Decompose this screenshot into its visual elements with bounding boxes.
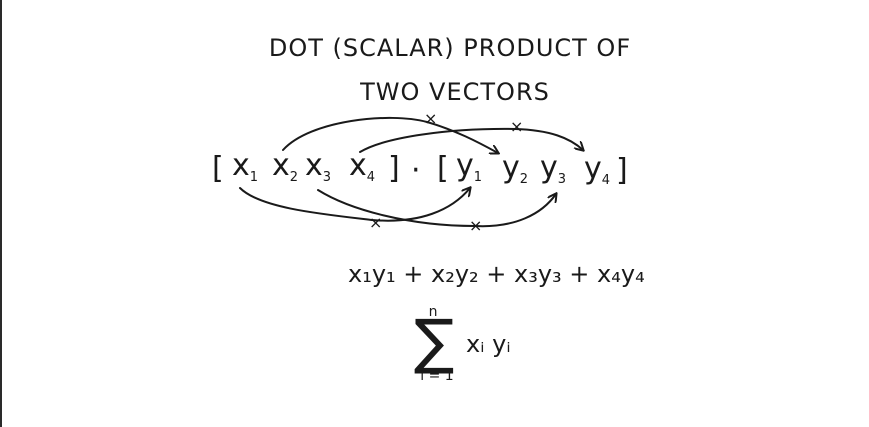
multiply-mark-upper-2: × [510,117,523,136]
multiply-mark-upper-1: × [424,109,437,128]
x2-term: x2 [272,148,298,185]
left-frame-edge [0,0,2,427]
multiply-mark-lower-1: × [369,213,382,232]
left-vector-open-bracket: [ [212,151,224,186]
x4-term: x4 [349,148,375,185]
x1-term: x1 [232,148,258,185]
left-vector-close-bracket: ] [388,151,400,186]
y1-term: y1 [456,148,482,185]
arrow-x4-to-y4 [359,127,583,153]
y2-term: y2 [502,150,528,187]
summation-symbol: ∑ [414,307,454,377]
summation-body: xᵢ yᵢ [466,330,511,358]
y3-term: y3 [540,150,566,187]
expanded-sum: x₁y₁ + x₂y₂ + x₃y₃ + x₄y₄ [348,260,645,288]
dot-operator: · [411,153,421,188]
right-vector-close-bracket: ] [616,153,628,188]
arrow-x3-to-y3 [317,189,556,228]
arrow-x2-to-y2 [282,116,498,153]
title-line-2: TWO VECTORS [359,78,550,106]
summation-upper-limit: n [429,304,438,320]
multiply-mark-lower-2: × [469,216,482,235]
x3-term: x3 [305,148,331,185]
title-line-1: DOT (SCALAR) PRODUCT OF [269,34,631,62]
arrow-x1-to-y1 [239,188,470,222]
summation-lower-limit: i = 1 [420,368,453,384]
y4-term: y4 [584,151,610,188]
right-vector-open-bracket: [ [437,151,449,186]
